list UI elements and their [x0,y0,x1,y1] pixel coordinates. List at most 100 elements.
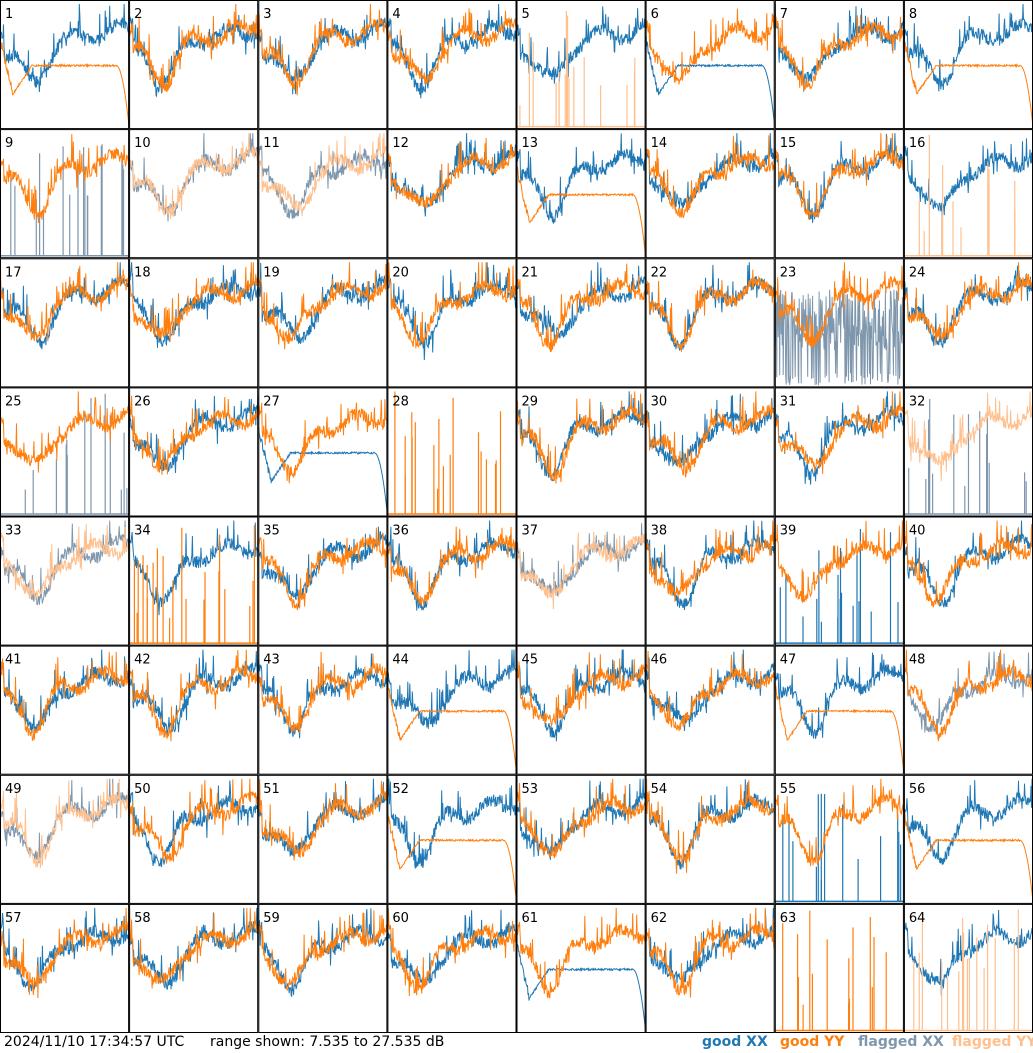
series-xx-line [516,391,646,482]
series-xx-line [903,909,1033,996]
panel-plot-area [774,391,904,485]
panel-label: 23 [780,265,797,280]
panel-frame [645,129,775,259]
panel-label: 59 [263,911,280,926]
panel-plot-area [129,262,259,348]
panel-label: 62 [651,911,668,926]
panel-label: 22 [651,265,668,280]
panel-1: 1 [0,3,130,128]
panel-34: 34 [129,520,259,644]
panel-plot-area [387,133,517,217]
panel-frame [258,516,388,646]
panel-label: 9 [5,136,13,151]
panel-plot-area [129,520,259,644]
panel-label: 52 [392,782,409,797]
panel-frame [0,258,130,388]
panel-label: 32 [909,394,926,409]
panel-label: 40 [909,524,926,539]
panel-label: 33 [5,524,22,539]
series-xx-line [258,145,388,220]
panel-47: 47 [774,652,904,773]
series-yy-line [387,8,517,85]
series-xx-line [387,649,517,729]
panel-plot-area [645,8,775,128]
panel-9: 9 [0,133,130,257]
panel-plot-area [129,649,259,742]
panel-label: 18 [134,265,151,280]
panel-plot-area [774,778,904,903]
panel-37: 37 [516,523,646,610]
panel-frame [129,0,259,130]
panel-plot-area [645,391,775,478]
panel-frame [516,903,646,1033]
series-yy-line [129,133,259,219]
panel-frame [645,903,775,1033]
panel-frame [0,129,130,259]
panel-42: 42 [129,649,259,742]
series-yy-line [0,391,130,473]
panel-frame [387,903,517,1033]
series-yy-line [387,137,517,210]
panel-label: 60 [392,911,409,926]
panel-plot-area [903,520,1033,609]
panel-label: 3 [263,7,271,22]
panel-26: 26 [129,394,259,475]
panel-plot-area [387,391,517,515]
series-xx-line [387,3,517,99]
panel-label: 51 [263,782,280,797]
panel-12: 12 [387,133,517,217]
panel-frame [0,516,130,646]
panel-frame [258,0,388,130]
series-xx-line [0,3,130,93]
panel-10: 10 [129,133,259,222]
series-yy-line [774,682,904,773]
panel-label: 45 [522,653,539,668]
panel-plot-area [387,649,517,773]
legend-good-yy: good YY [780,1034,845,1050]
panel-18: 18 [129,262,259,348]
panel-plot-area [516,649,646,742]
panel-frame [774,774,904,904]
panel-20: 20 [387,262,517,361]
series-yy-line [0,262,130,342]
panel-7: 7 [774,3,904,92]
panel-plot-area [516,523,646,610]
legend-flagged-yy: flagged YY [952,1034,1033,1050]
panel-label: 63 [780,911,797,926]
panel-38: 38 [645,520,775,611]
series-xx-line [129,520,259,616]
panel-plot-area [258,908,388,998]
series-yy-line [774,14,904,91]
panel-4: 4 [387,3,517,99]
panel-63: 63 [774,910,904,1032]
panel-2: 2 [129,3,259,98]
series-xx-line [0,778,130,864]
panel-plot-area [516,133,646,257]
panel-label: 6 [651,7,659,22]
panel-17: 17 [0,262,130,350]
series-yy-line [129,3,259,94]
panel-plot-area [258,526,388,611]
panel-label: 27 [263,394,280,409]
panel-plot-area [0,778,130,868]
panel-40: 40 [903,520,1033,609]
panel-label: 64 [909,911,926,926]
panel-label: 15 [780,136,797,151]
panel-plot-area [0,520,130,606]
series-xx-line [258,427,388,515]
series-yy-line [0,37,130,128]
panel-label: 11 [263,136,280,151]
panel-label: 58 [134,911,151,926]
series-yy-line [516,907,646,999]
series-yy-line [387,813,517,902]
panel-label: 50 [134,782,151,797]
panel-frame [645,645,775,775]
series-yy-line [258,133,388,216]
series-yy-line [387,683,517,773]
series-xx-line [258,262,388,344]
panel-plot-area [645,778,775,874]
panel-label: 8 [909,7,917,22]
panel-label: 16 [909,136,926,151]
panel-54: 54 [645,778,775,874]
